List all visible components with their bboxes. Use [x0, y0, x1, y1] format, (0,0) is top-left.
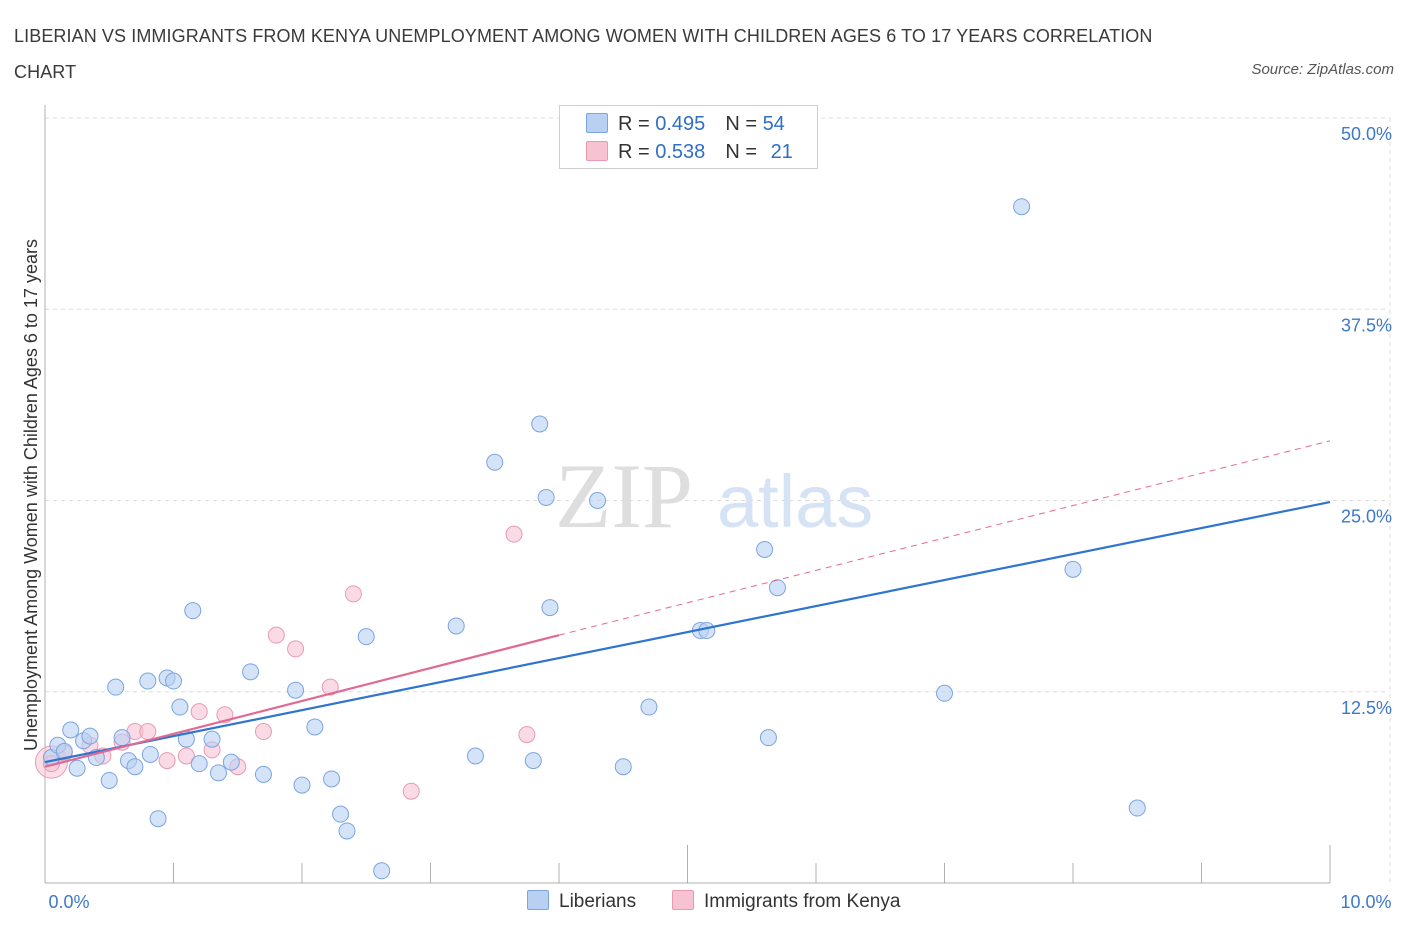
liberians-point: [768, 579, 786, 597]
r-value: 0.495: [655, 113, 706, 135]
liberians-point: [242, 663, 260, 681]
y-axis-label: Unemployment Among Women with Children A…: [21, 239, 41, 751]
series-kenya-points: [34, 525, 536, 800]
series-liberians-points: [42, 198, 1146, 880]
source-credit: Source: ZipAtlas.com: [1251, 61, 1394, 78]
liberians-point: [486, 453, 504, 471]
kenya-swatch: [586, 141, 608, 161]
legend-item-liberians[interactable]: Liberians: [527, 888, 636, 916]
legend-item-kenya[interactable]: Immigrants from Kenya: [672, 888, 900, 916]
y-tick-label: 37.5%: [1341, 315, 1392, 335]
watermark-atlas: atlas: [717, 460, 873, 543]
liberians-point: [203, 730, 221, 748]
liberians-point: [357, 628, 375, 646]
watermark: ZIP atlas: [555, 445, 873, 547]
n-value: 54: [762, 113, 785, 135]
kenya-point: [254, 723, 272, 741]
stats-legend: R = 0.495 N = 54 R = 0.538 N = 21: [559, 105, 818, 169]
liberians-point: [293, 776, 311, 794]
liberians-swatch: [527, 890, 549, 910]
liberians-trend-line: [44, 500, 1331, 764]
kenya-point: [158, 752, 176, 770]
liberians-point: [640, 698, 658, 716]
kenya-swatch: [672, 890, 694, 910]
kenya-point: [518, 726, 536, 744]
kenya-point: [505, 525, 523, 543]
liberians-point: [113, 729, 131, 747]
kenya-point: [402, 782, 420, 800]
y-tick-label: 50.0%: [1341, 124, 1392, 144]
liberians-point: [149, 810, 167, 828]
kenya-point: [190, 703, 208, 721]
liberians-point: [1064, 560, 1082, 578]
liberians-point: [1128, 799, 1146, 817]
y-tick-label: 12.5%: [1341, 698, 1392, 718]
liberians-point: [338, 822, 356, 840]
liberians-point: [184, 602, 202, 620]
liberians-point: [531, 415, 549, 433]
r-label: R =: [618, 113, 650, 135]
x-tick-label: 10.0%: [1340, 892, 1391, 912]
liberians-point: [139, 672, 157, 690]
liberians-point: [1013, 198, 1031, 216]
trend-lines: [44, 440, 1331, 768]
liberians-point: [447, 617, 465, 635]
r-value: 0.538: [655, 141, 706, 163]
liberians-point: [759, 729, 777, 747]
liberians-point: [100, 771, 118, 789]
liberians-point: [68, 759, 86, 777]
kenya-point: [139, 723, 157, 741]
liberians-point: [209, 764, 227, 782]
liberians-point: [287, 681, 305, 699]
liberians-point: [537, 488, 555, 506]
liberians-point: [126, 758, 144, 776]
x-tick-label: 0.0%: [48, 892, 89, 912]
n-label: N =: [725, 113, 757, 135]
kenya-point: [287, 640, 305, 658]
series-legend: Liberians Immigrants from Kenya: [0, 888, 1406, 916]
liberians-point: [466, 747, 484, 765]
n-value: 21: [770, 141, 793, 163]
liberians-point: [190, 755, 208, 773]
liberians-point: [756, 540, 774, 558]
liberians-swatch: [586, 113, 608, 133]
liberians-point: [62, 721, 80, 739]
liberians-point: [107, 678, 125, 696]
liberians-point: [524, 752, 542, 770]
stats-row-kenya: R = 0.538 N = 21: [586, 139, 793, 165]
liberians-point: [589, 492, 607, 509]
liberians-point: [936, 684, 953, 702]
liberians-point: [171, 698, 189, 716]
liberians-point: [165, 672, 182, 690]
liberians-point: [323, 770, 341, 788]
liberians-point: [541, 599, 559, 617]
legend-label-liberians: Liberians: [559, 891, 637, 912]
liberians-point: [373, 862, 391, 880]
liberians-point: [306, 718, 324, 736]
liberians-point: [81, 727, 99, 745]
liberians-point: [254, 765, 272, 783]
liberians-point: [222, 753, 240, 771]
kenya-point: [321, 678, 339, 696]
legend-label-kenya: Immigrants from Kenya: [704, 891, 901, 912]
kenya-trend-line: [44, 634, 560, 768]
stats-row-liberians: R = 0.495 N = 54: [586, 111, 785, 137]
kenya-trend-line-extension: [558, 440, 1331, 636]
liberians-point: [55, 742, 73, 760]
n-label: N =: [725, 141, 757, 163]
liberians-point: [141, 745, 159, 763]
kenya-point: [344, 585, 362, 603]
kenya-point: [267, 626, 285, 644]
chart-title: LIBERIAN VS IMMIGRANTS FROM KENYA UNEMPL…: [14, 26, 1153, 82]
liberians-point: [332, 805, 350, 823]
liberians-point: [698, 622, 716, 640]
r-label: R =: [618, 141, 650, 163]
kenya-point: [177, 747, 195, 765]
liberians-point: [614, 758, 632, 776]
y-tick-label: 25.0%: [1341, 507, 1392, 527]
watermark-zip: ZIP: [555, 445, 693, 547]
tick-labels: 12.5% 25.0% 37.5% 50.0% 0.0% 10.0%: [48, 124, 1392, 912]
